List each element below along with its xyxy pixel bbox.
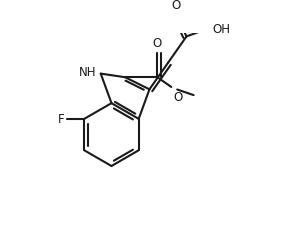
Text: O: O [153, 37, 162, 50]
Text: O: O [173, 90, 182, 103]
Text: O: O [172, 0, 181, 12]
Text: OH: OH [212, 23, 230, 36]
Text: NH: NH [79, 66, 96, 79]
Text: F: F [58, 113, 65, 126]
